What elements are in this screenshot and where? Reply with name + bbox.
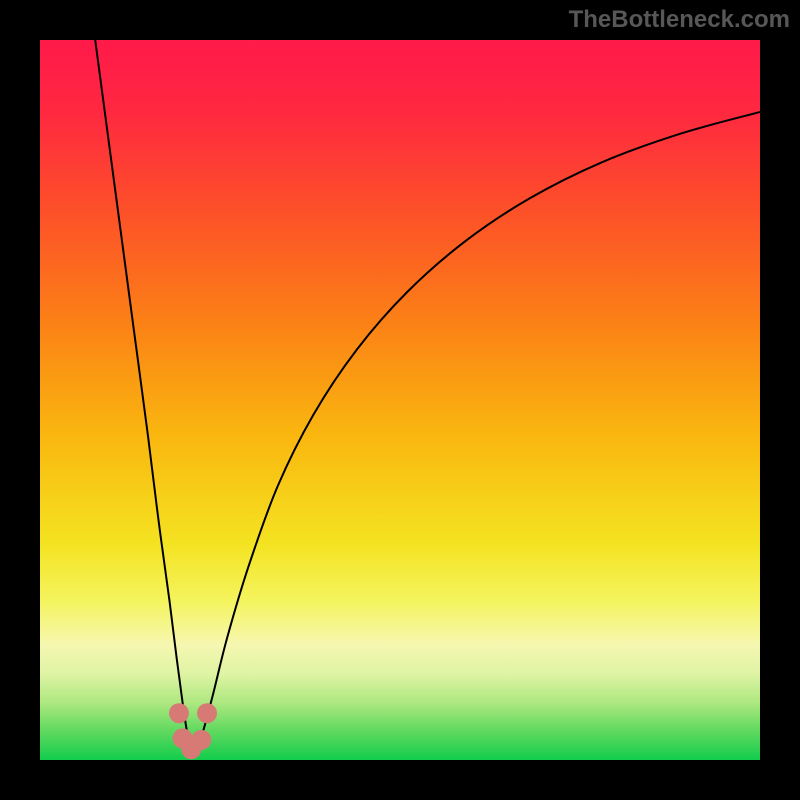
chart-outer-frame: TheBottleneck.com (0, 0, 800, 800)
chart-background (40, 40, 760, 760)
bottleneck-chart (0, 0, 800, 800)
marker-dot (169, 703, 189, 723)
marker-dot (191, 730, 211, 750)
marker-dot (197, 703, 217, 723)
